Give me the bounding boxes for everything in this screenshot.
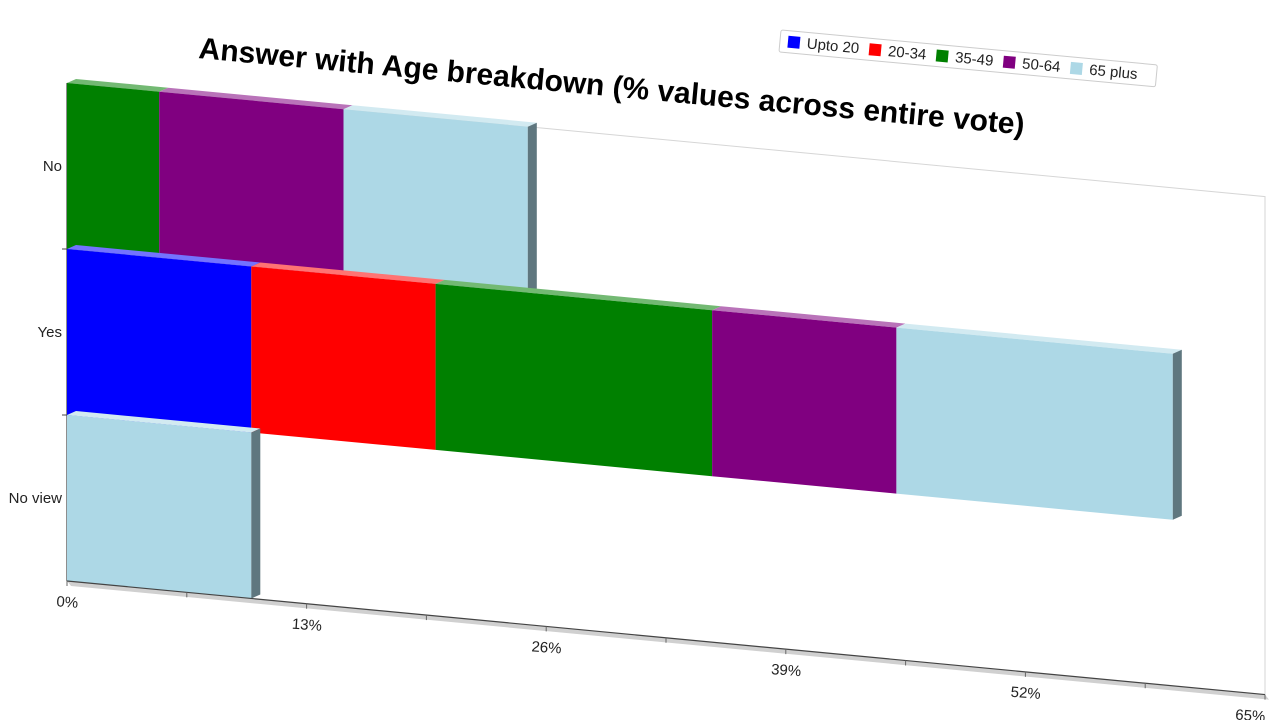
legend-label-50-64: 50-64 [1021,55,1061,75]
x-tick-label: 39% [771,661,802,680]
bars [67,79,1182,599]
legend-label-upto-20: Upto 20 [806,35,860,57]
y-tick-label-no: No [43,158,62,175]
bar-segment-65-plus [67,415,252,599]
bar-top-65-plus [67,411,261,433]
legend-label-20-34: 20-34 [887,43,927,63]
legend: Upto 20 20-34 35-49 50-64 65 plus [778,29,1158,88]
y-tick-label-no-view: No view [9,490,63,507]
x-axis-line [66,580,1266,696]
x-tick-label: 0% [56,593,79,611]
x-tick-label: 65% [1235,707,1266,720]
legend-swatch-65-plus [1069,61,1083,75]
x-axis: 0% 13% 26% 39% 52% 65% [56,580,1269,720]
bar-top-65-plus [896,323,1182,354]
legend-label-35-49: 35-49 [954,49,994,69]
bar-top-65-plus [343,105,537,127]
y-tick-label-yes: Yes [38,324,62,341]
bar-top-35-49 [435,279,722,311]
bar-side [1172,349,1182,520]
bar-row-no [67,79,537,293]
y-axis: No Yes No view [9,158,67,507]
bar-top-50-64 [159,87,353,110]
legend-swatch-35-49 [935,49,949,63]
bar-segment-35-49 [435,283,713,477]
bar-segment-65-plus [343,109,528,293]
bar-top-50-64 [712,306,906,328]
legend-swatch-upto-20 [787,35,801,49]
bar-segment-upto-20 [67,249,252,433]
legend-swatch-50-64 [1002,55,1016,69]
bar-row-yes [67,245,1182,520]
bar-top-20-34 [251,262,445,284]
x-tick-label: 13% [291,616,322,635]
bar-segment-65-plus [896,327,1173,520]
legend-label-65-plus: 65 plus [1088,62,1138,83]
bar-segment-20-34 [251,266,436,450]
bar-top-upto-20 [67,245,261,267]
bar-row-no-view [67,411,261,599]
bar-segment-50-64 [712,310,897,494]
bar-side [251,428,261,599]
x-axis-floor [67,581,1269,700]
bar-top-35-49 [67,79,169,92]
bar-segment-50-64 [159,91,344,276]
x-tick-label: 52% [1010,684,1041,703]
x-tick-label: 26% [531,638,562,657]
bar-segment-35-49 [67,83,160,258]
bar-side [527,122,537,293]
legend-swatch-20-34 [868,43,882,57]
